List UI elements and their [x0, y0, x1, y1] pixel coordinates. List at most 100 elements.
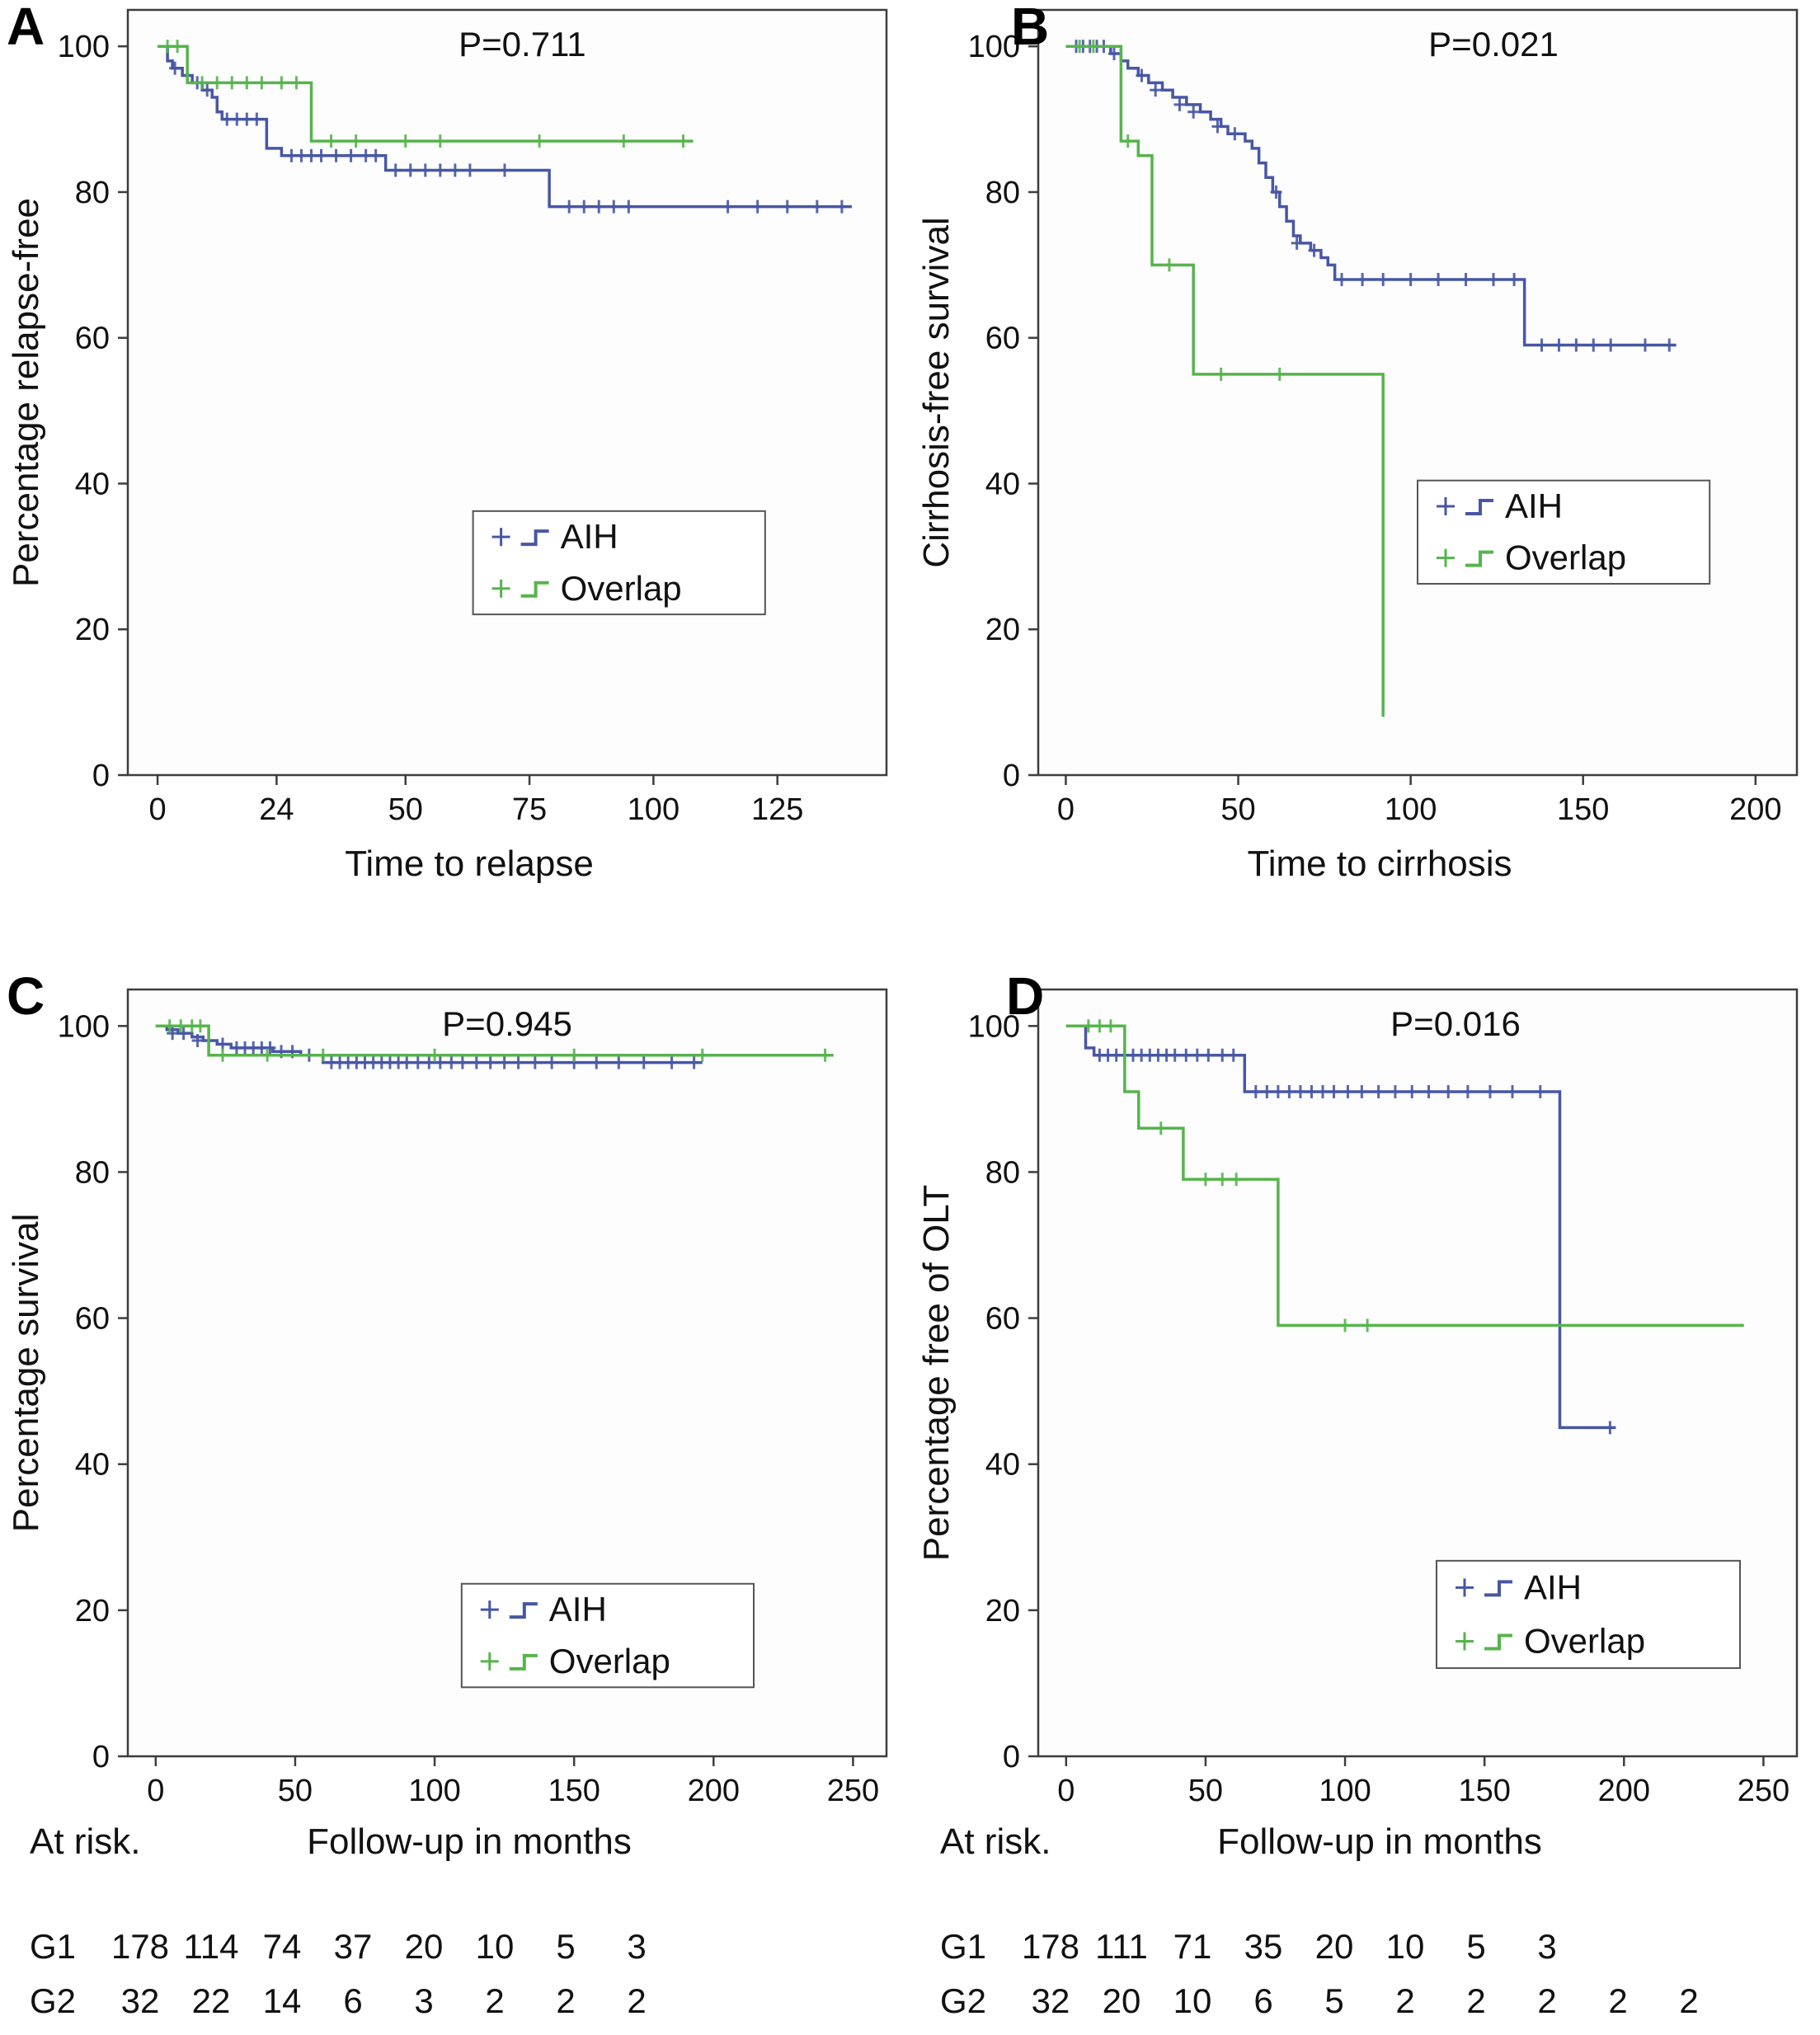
x-tick-label: 100	[1385, 792, 1437, 827]
y-axis-title: Percentage survival	[6, 1214, 46, 1532]
x-axis-title: Time to cirrhosis	[1247, 844, 1512, 884]
panel-c: C 0 20 40 60 80 100 0 50 100 150 200 250 Percentage …	[0, 965, 910, 2035]
panel-b: B 0 20 40 60 80 100 0 50 100 150 200 Cirrhosis-free…	[910, 0, 1820, 956]
y-tick-label: 100	[968, 30, 1020, 64]
y-tick-label: 80	[985, 1155, 1020, 1190]
y-tick-label: 100	[58, 30, 110, 64]
p-value-label: P=0.711	[459, 25, 586, 63]
legend-label: Overlap	[1524, 1622, 1645, 1661]
panel-a-letter: A	[7, 0, 45, 56]
at-risk-count: 3	[1537, 1927, 1556, 1966]
at-risk-count: 2	[556, 1981, 575, 2020]
y-tick-label: 20	[75, 613, 110, 647]
at-risk-count: 3	[414, 1981, 433, 2020]
y-axis-title: Cirrhosis-free survival	[916, 217, 957, 567]
x-tick-label: 100	[1319, 1774, 1371, 1808]
panel-d-letter: D	[1006, 966, 1045, 1026]
p-value-label: P=0.021	[1428, 25, 1559, 63]
y-tick-label: 20	[75, 1594, 110, 1628]
y-tick-label: 40	[985, 467, 1020, 501]
panel-b-letter: B	[1011, 0, 1050, 56]
at-risk-count: 22	[192, 1981, 231, 2020]
y-tick-label: 100	[968, 1009, 1020, 1044]
at-risk-count: 20	[405, 1927, 444, 1966]
y-tick-label: 20	[985, 1594, 1020, 1628]
legend-line-sample	[1465, 550, 1493, 567]
y-tick-label: 0	[1003, 1740, 1020, 1774]
y-tick-label: 60	[985, 1302, 1020, 1337]
at-risk-count: 20	[1103, 1981, 1141, 2020]
y-tick-label: 80	[985, 176, 1020, 210]
legend-label: AIH	[1505, 486, 1563, 525]
legend-line-sample	[520, 580, 549, 598]
y-axis-title: Percentage free of OLT	[916, 1185, 957, 1562]
x-tick-label: 0	[1057, 1774, 1075, 1808]
legend-line-sample	[509, 1602, 538, 1619]
x-tick-label: 100	[628, 792, 680, 827]
at-risk-count: 20	[1315, 1927, 1354, 1966]
legend-line-sample	[1484, 1580, 1512, 1597]
y-tick-label: 40	[985, 1448, 1020, 1483]
panel-c-letter: C	[7, 966, 45, 1026]
legend-label: AIH	[549, 1590, 607, 1628]
y-tick-label: 0	[92, 1740, 110, 1774]
x-tick-label: 125	[751, 792, 803, 827]
x-axis-title: Follow-up in months	[307, 1821, 632, 1862]
x-tick-label: 150	[1557, 792, 1609, 827]
legend-line-sample	[1465, 499, 1493, 516]
legend-label: Overlap	[561, 569, 682, 608]
x-tick-label: 200	[1729, 792, 1781, 827]
y-tick-label: 80	[75, 1155, 110, 1190]
legend-line-sample	[520, 529, 549, 547]
at-risk-count: 35	[1244, 1927, 1283, 1966]
legend-label: AIH	[561, 517, 618, 556]
y-tick-label: 100	[58, 1009, 110, 1044]
at-risk-count: 178	[111, 1927, 169, 1966]
at-risk-count: 3	[627, 1927, 646, 1966]
at-risk-row-name: G1	[30, 1927, 76, 1966]
at-risk-count: 37	[334, 1927, 373, 1966]
y-tick-label: 0	[1003, 759, 1020, 793]
panel-b-chart: 0 20 40 60 80 100 0 50 100 150 200 Cirrhosis-free s…	[916, 8, 1799, 884]
legend-line-sample	[1484, 1633, 1512, 1651]
at-risk-count: 5	[556, 1927, 575, 1966]
x-tick-label: 100	[408, 1774, 460, 1808]
plot-area	[1037, 8, 1799, 777]
at-risk-row-name: G1	[940, 1927, 986, 1966]
y-tick-label: 60	[75, 322, 110, 356]
x-tick-label: 24	[259, 792, 294, 827]
p-value-label: P=0.945	[442, 1004, 572, 1043]
at-risk-count: 2	[1466, 1981, 1485, 2020]
at-risk-count: 32	[121, 1981, 160, 2020]
at-risk-count: 14	[263, 1981, 302, 2020]
legend-label: Overlap	[549, 1642, 670, 1680]
y-axis-title: Percentage relapse-free	[6, 198, 46, 587]
p-value-label: P=0.016	[1390, 1004, 1521, 1043]
at-risk-count: 114	[184, 1927, 239, 1966]
x-tick-label: 75	[512, 792, 547, 827]
y-tick-label: 20	[985, 613, 1020, 647]
at-risk-count: 6	[343, 1981, 362, 2020]
x-tick-label: 150	[548, 1774, 600, 1808]
x-tick-label: 50	[1188, 1774, 1223, 1808]
x-tick-label: 50	[388, 792, 423, 827]
x-tick-label: 250	[827, 1774, 879, 1808]
y-tick-label: 40	[75, 467, 110, 501]
y-tick-label: 0	[92, 759, 110, 793]
at-risk-count: 178	[1022, 1927, 1079, 1966]
at-risk-count: 2	[1608, 1981, 1627, 2020]
x-tick-label: 200	[1598, 1774, 1650, 1808]
x-tick-label: 50	[278, 1774, 313, 1808]
x-axis-title: Follow-up in months	[1217, 1821, 1542, 1862]
y-tick-label: 60	[75, 1302, 110, 1337]
x-axis-title: Time to relapse	[345, 844, 594, 884]
x-tick-label: 0	[149, 792, 167, 827]
at-risk-row-name: G2	[30, 1981, 76, 2020]
at-risk-count: 2	[1395, 1981, 1414, 2020]
x-tick-label: 250	[1738, 1774, 1789, 1808]
legend-line-sample	[509, 1653, 538, 1671]
panel-c-chart: 0 20 40 60 80 100 0 50 100 150 200 250 Percentage su…	[6, 988, 888, 2020]
at-risk-count: 111	[1095, 1927, 1148, 1966]
at-risk-count: 2	[627, 1981, 646, 2020]
